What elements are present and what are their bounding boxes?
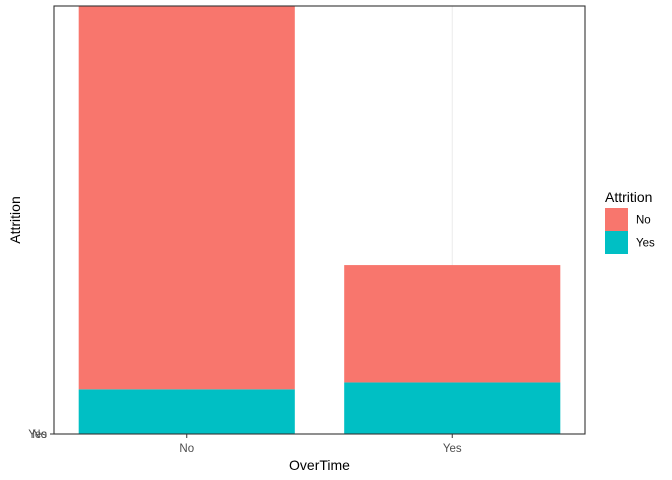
x-tick-label: Yes — [443, 443, 462, 455]
x-tick-label: No — [179, 443, 194, 455]
legend-label-yes: Yes — [636, 238, 655, 250]
legend-key-no — [605, 208, 628, 231]
plot-border — [53, 5, 586, 435]
y-tick-label-yes: Yes — [28, 429, 47, 441]
y-axis-title: Attrition — [7, 196, 23, 243]
x-axis-title: OverTime — [289, 457, 350, 473]
y-tick-label-no: No — [32, 429, 47, 441]
legend-title: Attrition — [605, 189, 652, 205]
bar-yes-no — [344, 265, 561, 383]
bar-layer — [78, 6, 561, 434]
bar-no-yes — [78, 389, 295, 434]
bar-no-no — [78, 6, 295, 390]
legend: Attrition No Yes — [605, 189, 655, 254]
legend-label-no: No — [636, 215, 651, 227]
x-axis: No Yes — [179, 434, 462, 455]
legend-key-yes — [605, 231, 628, 254]
y-axis: Yes No — [28, 429, 54, 441]
bar-yes-yes — [344, 382, 561, 434]
